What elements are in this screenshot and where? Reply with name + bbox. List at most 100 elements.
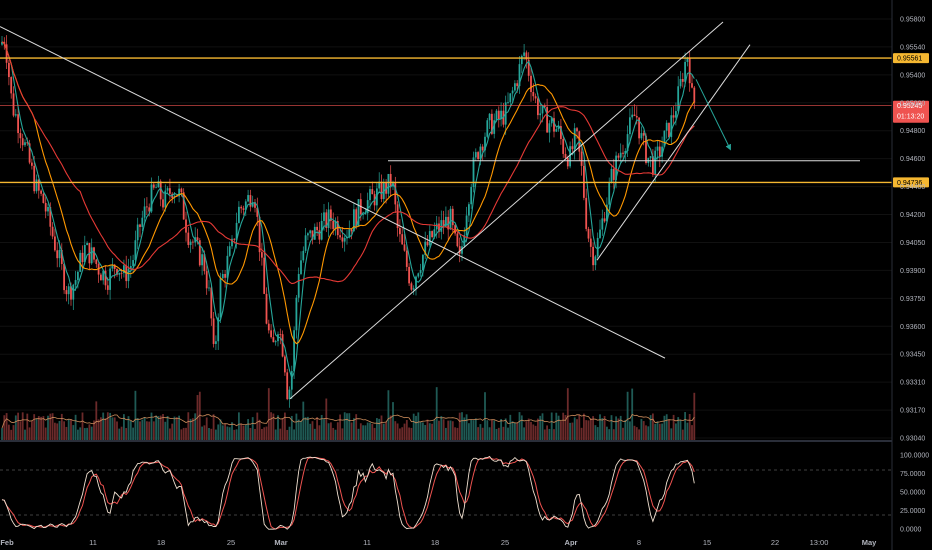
candle-body [422,254,424,271]
volume-bar [569,422,571,440]
candle-body [488,113,491,121]
volume-bar [451,421,454,440]
candle-body [242,208,245,210]
volume-bar [83,428,86,440]
candle-body [65,290,68,295]
volume-bar [428,423,431,440]
volume-bar [297,419,300,440]
volume-bar [40,416,42,440]
candle-body [28,143,31,163]
volume-bar [219,419,222,440]
volume-bar [488,427,491,440]
volume-bar [431,423,433,440]
volume-bar [500,419,502,440]
oscillator-tick-label: 25.0000 [900,508,925,515]
volume-bar [70,419,72,440]
candle-body [249,195,252,207]
volume-bar [681,429,684,440]
candle-body [587,228,590,239]
candle-body [40,190,42,194]
candle-body [677,86,680,112]
candle-body [679,78,682,87]
volume-bar [51,413,54,440]
candle-body [265,293,268,324]
candle-body [525,52,528,60]
candle-body [495,110,498,121]
candle-body [33,165,36,192]
candle-body [323,212,325,221]
candle-body [261,252,263,258]
moving-average-line [1,41,695,285]
time-axis-label: 25 [501,538,509,547]
candle-body [12,93,15,116]
volume-bar [81,412,84,440]
candle-body [244,201,247,210]
candle-body [113,264,116,270]
candle-body [270,330,272,338]
candle-body [635,116,638,118]
volume-bar [638,429,640,440]
volume-bar [63,421,65,440]
volume-bar [640,418,643,440]
candle-body [688,57,691,84]
candle-body [93,247,95,260]
volume-bar [26,413,29,440]
candle-body [511,90,514,94]
volume-bar [270,412,272,440]
candle-body [334,220,337,229]
volume-bar [164,421,167,440]
price-axis[interactable]: 0.95800 0.95540 0.95400 0.95000 0.94800 0.946… [900,17,925,443]
oscillator-tick-label: 75.0000 [900,471,925,478]
volume-bar [468,423,470,440]
candle-body [670,115,673,138]
volume-bar [88,424,91,440]
volume-bar [17,412,19,440]
trendline[interactable] [289,21,724,400]
volume-bar [139,421,141,440]
trendline[interactable] [0,26,666,359]
volume-bar [665,414,668,440]
volume-bar [658,423,661,440]
candle-body [343,237,346,242]
volume-bar [327,423,330,440]
volume-bar [238,412,240,440]
volume-bar [587,420,590,440]
oscillator-axis[interactable]: 100.0000 75.0000 50.0000 25.0000 0.0000 [900,453,929,534]
candle-body [14,114,17,116]
volume-bar [166,416,169,440]
candle-body [569,146,571,167]
candle-body [116,269,118,275]
candle-body [267,323,270,331]
volume-bar [573,417,576,440]
candle-body [523,52,525,56]
candle-body [235,222,238,240]
volume-bar [389,415,392,440]
candle-body [201,254,203,266]
trendline[interactable] [596,44,751,261]
volume-bar [228,427,231,440]
projection-arrow[interactable] [695,79,731,151]
volume-bar [642,421,645,440]
volume-bar [42,416,45,440]
volume-bar [205,417,208,440]
volume-bar [486,420,489,440]
volume-bar [290,415,293,440]
volume-bar [392,402,394,440]
candle-body [169,188,171,194]
volume-bar [592,416,594,440]
time-axis[interactable]: Feb 11 18 25 Mar 11 18 25 Apr 8 15 22 13:00 May [0,538,877,547]
trendlines[interactable] [0,21,860,400]
horizontal-levels[interactable]: 0.95561 0.94736 0.95245 01:13:20 [0,53,929,188]
volume-bar [235,429,238,440]
volume-bar [339,414,341,440]
candle-body [649,156,652,158]
candle-body [497,110,500,120]
candle-body [357,199,360,227]
candle-body [318,230,321,240]
candle-body [415,276,417,289]
volume-bar [334,429,337,440]
volume-bar [295,413,298,440]
volume-bar [677,417,680,440]
candle-body [465,215,468,236]
